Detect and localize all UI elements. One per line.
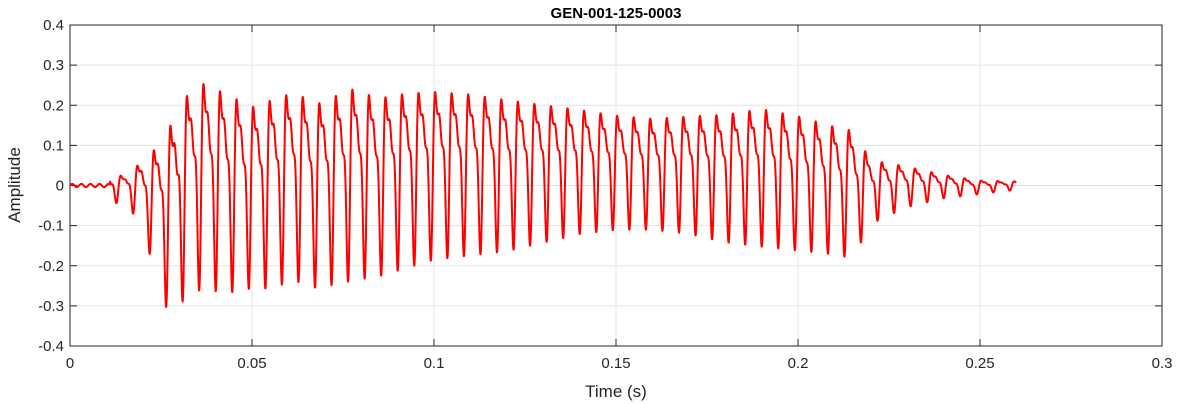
waveform-series-line [69, 83, 1018, 308]
x-tick-label: 0.05 [237, 355, 266, 372]
y-tick-label: 0.3 [43, 57, 64, 74]
x-tick-label: 0.15 [601, 355, 630, 372]
axis-ticks [69, 24, 1163, 347]
y-axis-label: Amplitude [5, 147, 24, 223]
y-tick-label: -0.1 [38, 218, 64, 235]
y-tick-label: -0.4 [38, 338, 64, 355]
y-tick-label: 0 [56, 178, 64, 195]
x-tick-label: 0.2 [788, 355, 809, 372]
x-tick-labels: 0 0.05 0.1 0.15 0.2 0.25 0.3 [66, 355, 1173, 372]
y-tick-label: 0.4 [43, 17, 64, 34]
y-tick-label: -0.3 [38, 298, 64, 315]
x-tick-label: 0 [66, 355, 74, 372]
y-tick-label: 0.2 [43, 97, 64, 114]
chart-title: GEN-001-125-0003 [551, 5, 682, 22]
x-axis-label: Time (s) [585, 382, 647, 401]
x-tick-label: 0.1 [424, 355, 445, 372]
series-layer [69, 83, 1018, 308]
x-tick-label: 0.25 [965, 355, 994, 372]
x-tick-label: 0.3 [1152, 355, 1173, 372]
y-tick-labels: -0.4 -0.3 -0.2 -0.1 0 0.1 0.2 0.3 0.4 [38, 17, 64, 355]
y-tick-label: -0.2 [38, 258, 64, 275]
y-tick-label: 0.1 [43, 137, 64, 154]
